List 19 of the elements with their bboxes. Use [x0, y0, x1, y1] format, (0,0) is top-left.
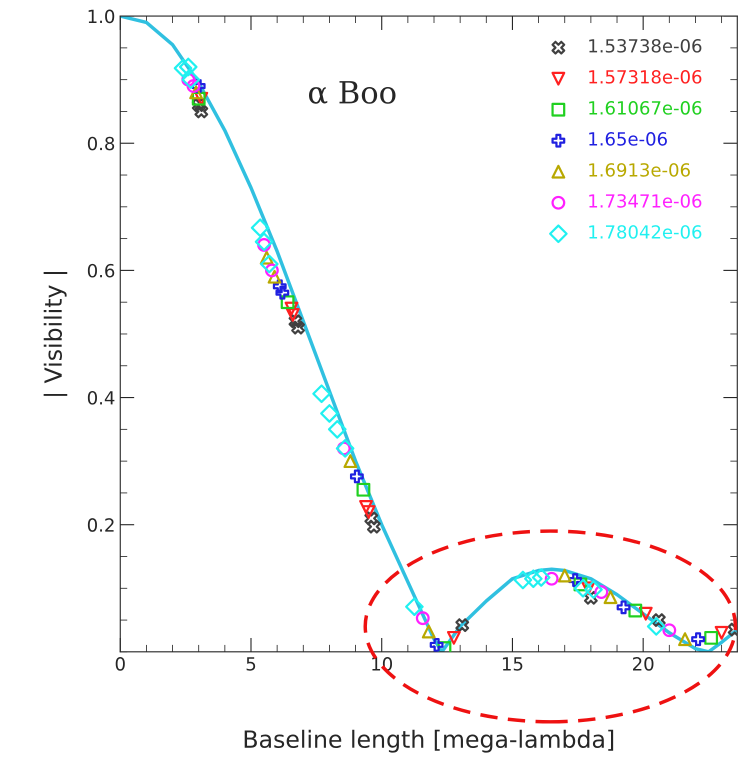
y-tick-label: 0.4: [88, 391, 114, 405]
legend-label: 1.61067e-06: [589, 101, 702, 115]
x-axis-title: Baseline length [mega-lambda]: [244, 730, 614, 753]
legend-label: 1.6913e-06: [589, 163, 690, 177]
x-tick-label: 15: [502, 657, 522, 671]
y-axis-title: | Visibility |: [44, 272, 68, 396]
annotation: α Boo: [308, 81, 396, 104]
y-tick-label: 1.0: [88, 10, 114, 24]
legend-label: 1.78042e-06: [589, 225, 702, 239]
x-tick-label: 0: [116, 657, 125, 671]
x-tick-label: 5: [246, 657, 256, 671]
x-tick-label: 20: [633, 657, 654, 671]
y-tick-label: 0.2: [88, 518, 114, 532]
y-tick-label: 0.8: [88, 136, 114, 150]
legend-label: 1.57318e-06: [589, 70, 702, 84]
legend-label: 1.65e-06: [589, 132, 667, 146]
y-tick-label: 0.6: [88, 264, 114, 278]
legend-label: 1.53738e-06: [589, 39, 702, 53]
legend-label: 1.73471e-06: [589, 194, 702, 208]
